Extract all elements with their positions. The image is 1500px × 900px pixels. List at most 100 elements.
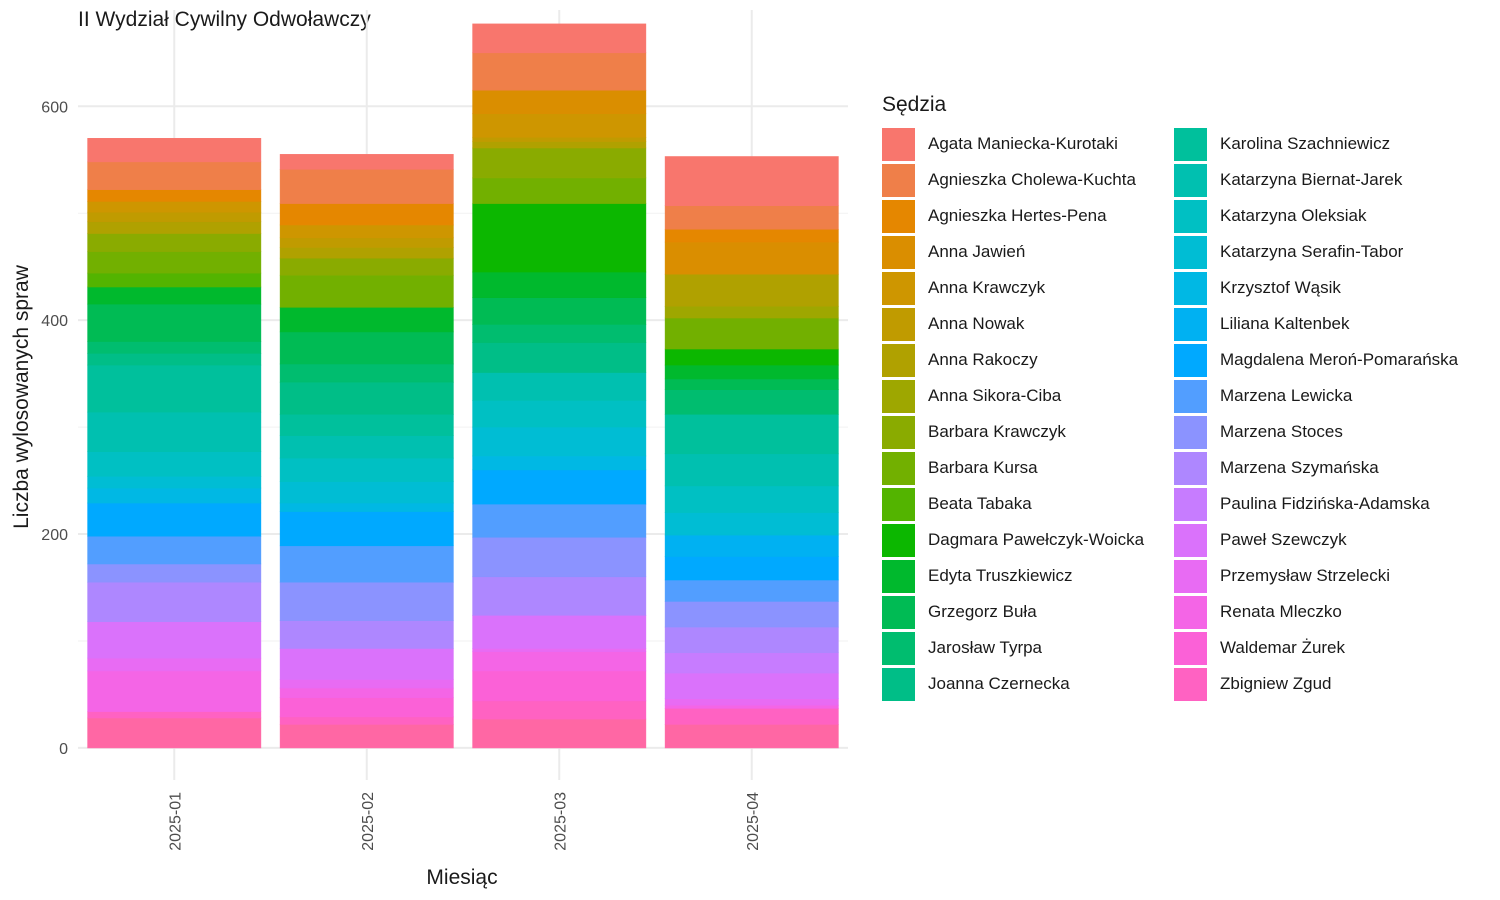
legend-item: Anna Rakoczy — [882, 342, 1038, 378]
legend-key — [882, 127, 915, 161]
bar-segment — [472, 141, 647, 149]
legend-label: Anna Sikora-Ciba — [928, 386, 1062, 405]
bar-segment — [664, 601, 839, 628]
bar-segment — [279, 457, 454, 482]
bar-segment — [472, 372, 647, 401]
bar-segment — [472, 455, 647, 471]
legend-item: Anna Sikora-Ciba — [882, 378, 1061, 414]
legend-title: Sędzia — [882, 93, 947, 116]
legend-label: Agata Maniecka-Kurotaki — [928, 134, 1118, 153]
legend-key — [882, 235, 915, 269]
legend-label: Marzena Lewicka — [1220, 386, 1353, 405]
legend-key — [1174, 307, 1207, 341]
legend-label: Agnieszka Cholewa-Kuchta — [928, 170, 1136, 189]
bar-segment — [664, 205, 839, 230]
bar-segment — [87, 251, 262, 274]
legend-label: Edyta Truszkiewicz — [928, 566, 1073, 585]
bar-segment — [279, 481, 454, 504]
legend-label: Marzena Stoces — [1220, 422, 1343, 441]
bar-segment — [279, 679, 454, 689]
legend-item: Katarzyna Serafin-Tabor — [1174, 234, 1403, 270]
legend-label: Krzysztof Wąsik — [1220, 278, 1341, 297]
bar-segment — [664, 556, 839, 581]
legend-label: Jarosław Tyrpa — [928, 638, 1043, 657]
bar-segment — [664, 241, 839, 275]
legend-item: Renata Mleczko — [1174, 594, 1342, 630]
bar-segment — [664, 156, 839, 207]
y-tick-label: 600 — [41, 99, 68, 116]
legend-key — [1174, 451, 1207, 485]
legend-key — [882, 451, 915, 485]
bar-segment — [472, 670, 647, 702]
bar-segment — [87, 303, 262, 342]
bar-segment — [664, 273, 839, 307]
legend-label: Renata Mleczko — [1220, 602, 1342, 621]
legend-item: Joanna Czernecka — [882, 666, 1070, 702]
legend-key — [882, 415, 915, 449]
legend-key — [1174, 199, 1207, 233]
bar-segment — [279, 274, 454, 308]
legend-key — [1174, 127, 1207, 161]
bar-segment — [279, 363, 454, 383]
legend-item: Anna Jawień — [882, 234, 1025, 270]
legend-key — [1174, 271, 1207, 305]
legend-label: Grzegorz Buła — [928, 602, 1037, 621]
bar-segment — [664, 512, 839, 536]
legend-label: Paweł Szewczyk — [1220, 530, 1347, 549]
legend-item: Magdalena Meroń-Pomarańska — [1174, 342, 1458, 378]
bar-segment — [664, 704, 839, 709]
legend-item: Paulina Fidzińska-Adamska — [1174, 486, 1430, 522]
legend-item: Marzena Lewicka — [1174, 378, 1352, 414]
bar-segment — [664, 579, 839, 602]
legend-item: Barbara Kursa — [882, 450, 1038, 486]
legend-label: Joanna Czernecka — [928, 674, 1070, 693]
bar-segment — [472, 718, 647, 749]
bar-segment — [87, 138, 262, 163]
bar-segment — [664, 378, 839, 390]
legend-item: Anna Krawczyk — [882, 270, 1045, 306]
legend-label: Barbara Krawczyk — [928, 422, 1066, 441]
legend-key — [882, 163, 915, 197]
bar-segment — [472, 297, 647, 325]
bar-segment — [279, 413, 454, 436]
legend-item: Marzena Szymańska — [1174, 450, 1379, 486]
legend-item: Karolina Szachniewicz — [1174, 126, 1390, 162]
bar-segment — [472, 113, 647, 138]
legend-key — [1174, 163, 1207, 197]
legend-label: Anna Rakoczy — [928, 350, 1038, 369]
bar-segment — [279, 331, 454, 365]
bar-segment — [279, 545, 454, 583]
legend-label: Zbigniew Zgud — [1220, 674, 1332, 693]
bar-segment — [664, 534, 839, 557]
bar-segment — [87, 161, 262, 190]
legend-label: Anna Jawień — [928, 242, 1026, 261]
legend-key — [1174, 343, 1207, 377]
legend-label: Beata Tabaka — [928, 494, 1032, 513]
bar-segment — [472, 147, 647, 179]
bar-segment — [279, 247, 454, 259]
bar-segment — [664, 485, 839, 513]
legend-item: Barbara Krawczyk — [882, 414, 1066, 450]
legend-key — [882, 631, 915, 665]
legend-label: Anna Nowak — [928, 314, 1025, 333]
legend-key — [882, 667, 915, 701]
bar-segment — [279, 716, 454, 725]
bar-segment — [664, 389, 839, 415]
x-axis-label: Miesiąc — [426, 866, 498, 889]
bar-segment — [472, 503, 647, 538]
bar-segment — [279, 169, 454, 204]
bar-segment — [279, 307, 454, 333]
bar-segment — [87, 535, 262, 565]
bar-segment — [87, 502, 262, 537]
bar-segment — [87, 475, 262, 489]
bar-segment — [472, 700, 647, 720]
legend-key — [1174, 631, 1207, 665]
legend-label: Waldemar Żurek — [1220, 638, 1346, 657]
bar-segment — [279, 435, 454, 459]
bar-segment — [87, 581, 262, 623]
legend-item: Edyta Truszkiewicz — [882, 558, 1073, 594]
bar-segment — [87, 352, 262, 366]
bar-segment — [87, 711, 262, 719]
legend-item: Jarosław Tyrpa — [882, 630, 1042, 666]
legend-label: Katarzyna Biernat-Jarek — [1220, 170, 1403, 189]
